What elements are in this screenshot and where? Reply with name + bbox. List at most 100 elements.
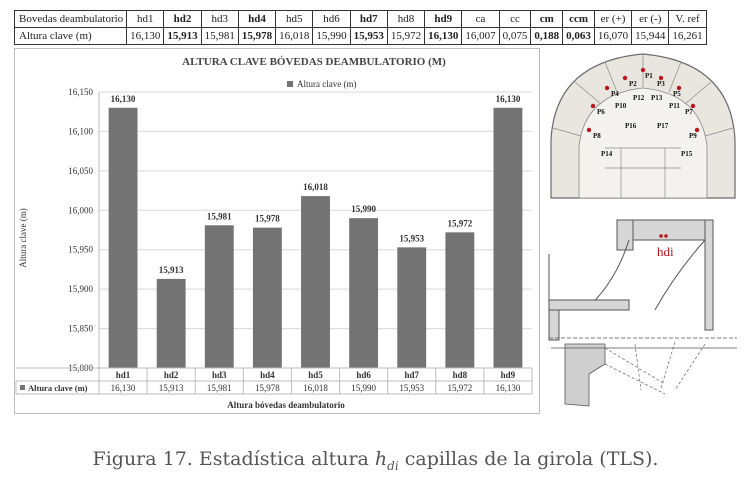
table-header-cell: hd1 — [126, 10, 165, 28]
table-value-cell: 15,972 — [386, 27, 426, 45]
bars — [108, 107, 523, 368]
data-table-value: 15,990 — [351, 383, 376, 393]
plan-point-label: P9 — [689, 132, 697, 140]
bar — [156, 278, 186, 368]
table-value-cell: 0,188 — [530, 27, 564, 45]
table-value-cell: 15,981 — [200, 27, 239, 45]
caption-subscript: di — [387, 458, 399, 473]
table-header-cell: ccm — [562, 10, 595, 28]
y-tick-label: 15,950 — [68, 245, 93, 255]
legend: Altura clave (m) — [287, 79, 356, 89]
table-value-cell: 16,261 — [668, 27, 707, 45]
y-axis-label: Altura clave (m) — [18, 208, 28, 267]
bar-value-label: 15,972 — [447, 218, 472, 228]
bar-chart: ALTURA CLAVE BÓVEDAS DEAMBULATORIO (M) A… — [14, 48, 540, 414]
table-header-cell: cc — [498, 10, 532, 28]
x-tick-label: hd9 — [501, 370, 516, 380]
table-value-row: Altura clave (m) 16,130 15,913 15,981 15,978… — [13, 27, 707, 45]
caption-prefix: Figura 17. Estadística altura — [92, 448, 375, 470]
y-tick-label: 16,000 — [68, 205, 93, 215]
bar-value-label: 16,130 — [496, 94, 521, 104]
bar — [349, 218, 379, 368]
data-table-value: 15,972 — [447, 383, 472, 393]
plan-point-label: P13 — [651, 94, 663, 102]
table-value-cell: 15,990 — [312, 27, 351, 45]
bar-value-label: 16,130 — [111, 94, 136, 104]
legend-label: Altura clave (m) — [297, 79, 356, 89]
plan-point-label: P10 — [615, 102, 627, 110]
plan-point-label: P7 — [685, 108, 693, 116]
plan-point-label: P12 — [633, 94, 645, 102]
bar — [445, 232, 475, 368]
data-table-series-label: Altura clave (m) — [28, 383, 88, 393]
data-table-value: 15,913 — [159, 383, 184, 393]
y-tick-label: 15,850 — [68, 324, 93, 334]
table-header-cell: hd4 — [237, 10, 277, 28]
chart-title: ALTURA CLAVE BÓVEDAS DEAMBULATORIO (M) — [182, 56, 446, 68]
table-value-cell: 16,130 — [424, 27, 463, 45]
table-value-cell: 0,063 — [562, 27, 595, 45]
bar-value-label: 16,018 — [303, 182, 328, 192]
plan-point-label: P15 — [681, 150, 693, 158]
section-drawing-image: hdi — [545, 214, 741, 414]
x-tick-label: hd7 — [404, 370, 419, 380]
chart-data-table: Altura clave (m) hd1 16,130 hd2 15,913 hd3 15,… — [15, 367, 533, 395]
value-labels: 16,130 15,913 15,981 15,978 16,018 15,990 15,9… — [111, 94, 521, 275]
data-table-value: 15,953 — [399, 383, 424, 393]
y-tick-label: 15,900 — [68, 284, 93, 294]
data-table: Bovedas deambulatorio hd1 hd2 hd3 hd4 hd5 hd6 h… — [13, 10, 707, 45]
plan-points — [586, 67, 700, 133]
x-axis-label: Altura bóvedas deambulatorio — [227, 400, 345, 410]
bar-value-label: 15,913 — [159, 265, 184, 275]
bar — [301, 196, 330, 368]
x-tick-label: hd1 — [116, 370, 131, 380]
table-value-cell: 16,130 — [126, 27, 165, 45]
x-tick-label: hd2 — [164, 370, 179, 380]
table-header-cell: hd6 — [312, 10, 351, 28]
plan-point-label: P6 — [597, 108, 605, 116]
y-tick-label: 16,150 — [68, 87, 93, 97]
section-label: hdi — [657, 244, 674, 259]
table-value-cell: 15,913 — [163, 27, 202, 45]
x-tick-label: hd3 — [212, 370, 227, 380]
y-tick-label: 16,100 — [68, 126, 93, 136]
table-header-cell: V. ref — [668, 10, 707, 28]
data-table-value: 16,130 — [496, 383, 521, 393]
table-header-label: Bovedas deambulatorio — [13, 10, 128, 28]
table-value-cell: 16,018 — [275, 27, 314, 45]
table-value-cell: 15,978 — [237, 27, 277, 45]
table-value-cell: 16,007 — [461, 27, 500, 45]
plan-point-label: P5 — [673, 90, 681, 98]
plan-point-label: P17 — [657, 122, 669, 130]
table-header-cell: hd3 — [200, 10, 239, 28]
table-header-cell: er (+) — [593, 10, 633, 28]
plan-point-label: P2 — [629, 80, 637, 88]
table-value-cell: 16,070 — [593, 27, 633, 45]
x-tick-label: hd5 — [308, 370, 323, 380]
table-header-cell: ca — [461, 10, 500, 28]
table-header-cell: hd8 — [386, 10, 426, 28]
plan-point-label: P4 — [611, 90, 619, 98]
table-header-row: Bovedas deambulatorio hd1 hd2 hd3 hd4 hd5 hd6 h… — [13, 10, 707, 28]
x-tick-label: hd4 — [260, 370, 275, 380]
table-header-cell: cm — [530, 10, 564, 28]
plan-point-label: P16 — [625, 122, 637, 130]
table-header-cell: hd5 — [275, 10, 314, 28]
legend-swatch — [287, 81, 293, 87]
bar-value-label: 15,990 — [351, 204, 376, 214]
table-value-cell: 15,944 — [631, 27, 670, 45]
x-tick-label: hd8 — [453, 370, 468, 380]
bar-value-label: 15,953 — [399, 233, 424, 243]
plan-point-label: P11 — [669, 102, 680, 110]
bar-value-label: 15,978 — [255, 214, 280, 224]
bar — [252, 227, 282, 368]
table-header-cell: er (-) — [631, 10, 670, 28]
plan-point-label: P8 — [593, 132, 601, 140]
figure-caption: Figura 17. Estadística altura hdi capill… — [0, 448, 751, 473]
y-tick-label: 16,050 — [68, 166, 93, 176]
data-table-value: 16,130 — [111, 383, 136, 393]
bar — [204, 225, 234, 368]
bar — [108, 107, 138, 368]
data-table-value: 16,018 — [303, 383, 328, 393]
caption-variable: h — [374, 448, 388, 470]
